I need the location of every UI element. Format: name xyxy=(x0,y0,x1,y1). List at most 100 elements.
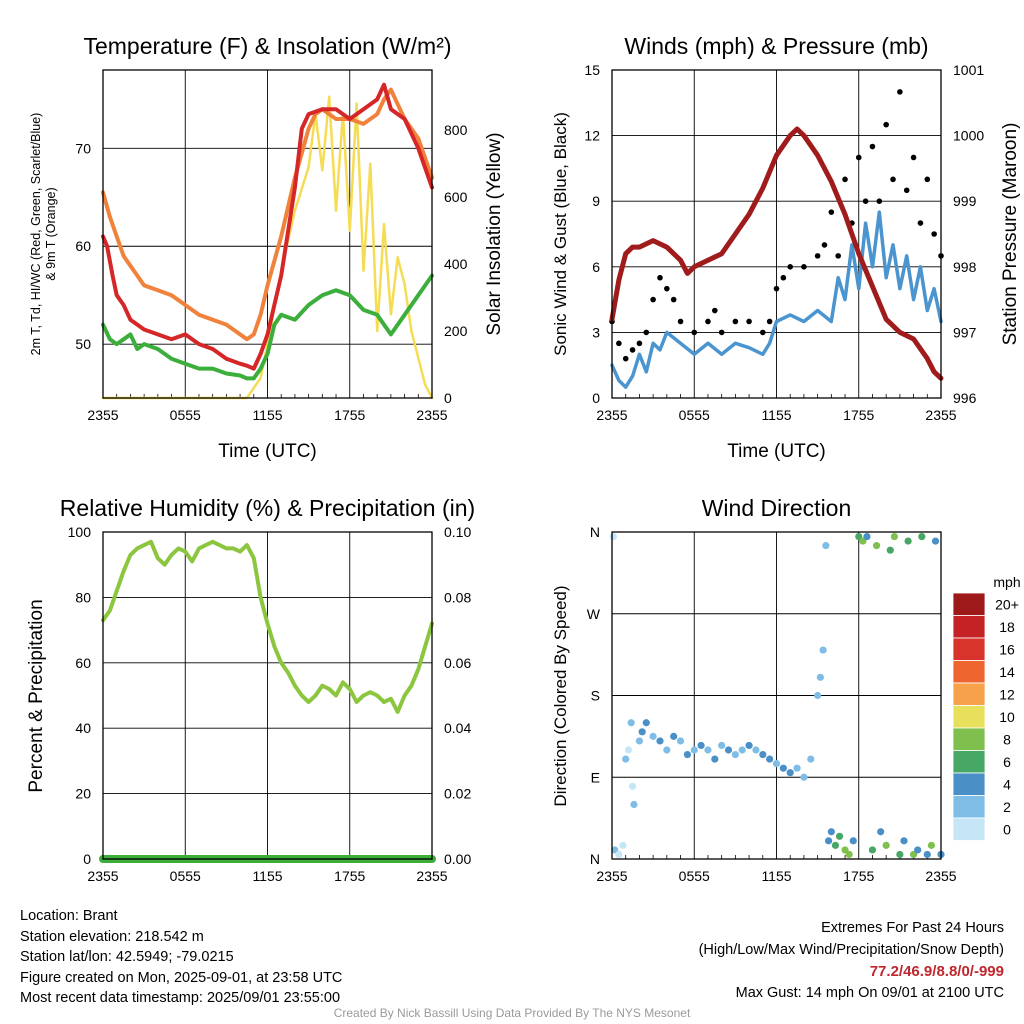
panel-2: Winds (mph) & Pressure (mb) 2355 0555 1155 1… xyxy=(551,33,1021,462)
direction-point xyxy=(890,532,898,541)
x-tick-label: 1155 xyxy=(761,868,791,884)
y-tick-label: 70 xyxy=(75,140,91,156)
y-tick-label: 50 xyxy=(75,336,91,352)
direction-point xyxy=(619,841,627,849)
gust-point xyxy=(787,264,794,270)
direction-point xyxy=(622,755,630,763)
legend-label: 18 xyxy=(999,619,1015,635)
x-tick-label: 0555 xyxy=(679,868,710,884)
x-tick-label: 1155 xyxy=(252,407,282,423)
direction-point xyxy=(642,719,650,727)
x-tick-label: 1755 xyxy=(334,868,365,884)
extremes-subtitle: (High/Low/Max Wind/Precipitation/Snow De… xyxy=(698,941,1004,958)
gust-point xyxy=(773,285,780,292)
gust-point xyxy=(876,198,883,204)
direction-point xyxy=(731,750,739,759)
x-axis-label: Time (UTC) xyxy=(727,441,826,462)
dewpoint-line xyxy=(101,273,434,381)
temp-9m-line xyxy=(101,87,434,342)
y-tick-label: E xyxy=(591,769,600,785)
y-tick-label: N xyxy=(590,524,600,540)
y-tick-label: 40 xyxy=(75,720,91,736)
x-tick-label: 2355 xyxy=(416,407,447,423)
direction-point xyxy=(882,841,890,849)
gust-point xyxy=(732,318,739,325)
gust-point xyxy=(670,296,677,303)
y2-tick-label: 200 xyxy=(444,323,468,339)
x-tick-label: 2355 xyxy=(416,868,447,884)
gust-point xyxy=(924,176,931,183)
x-tick-label: 2355 xyxy=(925,868,956,884)
direction-point xyxy=(931,537,940,545)
direction-point xyxy=(638,728,646,736)
y2-tick-label: 998 xyxy=(953,259,977,275)
y-axis-label: Direction (Colored By Speed) xyxy=(551,585,570,806)
x-tick-label: 2355 xyxy=(596,407,627,423)
panel-title: Winds (mph) & Pressure (mb) xyxy=(624,33,928,59)
y2-tick-label: 1000 xyxy=(953,128,984,144)
legend-swatch xyxy=(952,705,986,729)
direction-point xyxy=(824,837,833,845)
direction-point xyxy=(690,746,698,754)
plot-border xyxy=(102,531,433,860)
x-tick-label: 2355 xyxy=(925,407,956,423)
direction-point xyxy=(904,537,912,545)
direction-point xyxy=(627,719,635,727)
y-axis-label-line2: & 9m T (Orange) xyxy=(44,187,58,280)
direction-point xyxy=(845,850,853,859)
station-info: Location: Brant Station elevation: 218.5… xyxy=(20,906,342,1009)
direction-point xyxy=(896,850,904,859)
rh-line xyxy=(101,539,434,714)
gust-point xyxy=(814,253,821,259)
gust-point xyxy=(705,318,711,325)
gust-point xyxy=(903,187,910,194)
panel-1: Temperature (F) & Insolation (W/m²)2355 0… xyxy=(29,33,505,462)
x-tick-label: 0555 xyxy=(170,868,201,884)
gust-point xyxy=(657,274,663,281)
gust-point xyxy=(622,355,629,362)
legend-label: 2 xyxy=(1003,799,1011,815)
direction-point xyxy=(624,746,633,754)
direction-point xyxy=(628,782,637,790)
extremes-box: Extremes For Past 24 Hours (High/Low/Max… xyxy=(699,918,1004,1004)
y-tick-label: 12 xyxy=(584,128,600,144)
gust-point xyxy=(855,154,862,161)
latlon-text: Station lat/lon: 42.5949; -79.0215 xyxy=(20,949,234,965)
direction-point xyxy=(615,850,623,859)
direction-point xyxy=(724,746,733,754)
legend-label: 6 xyxy=(1003,754,1011,770)
location-text: Location: Brant xyxy=(20,908,118,924)
direction-point xyxy=(886,546,894,554)
gust-point xyxy=(890,176,896,183)
pressure-line xyxy=(609,126,944,381)
legend-label: 4 xyxy=(1003,776,1011,792)
y2-axis-label: Station Pressure (Maroon) xyxy=(1000,123,1021,346)
direction-point xyxy=(752,746,760,754)
direction-point xyxy=(772,760,781,768)
y2-tick-label: 1001 xyxy=(953,62,984,78)
gust-point xyxy=(842,176,848,183)
direction-point xyxy=(766,755,774,763)
legend-label: 14 xyxy=(999,664,1015,680)
x-tick-label: 1755 xyxy=(843,868,874,884)
gust-point xyxy=(636,340,643,347)
elevation-text: Station elevation: 218.542 m xyxy=(20,928,204,945)
direction-point xyxy=(923,850,931,859)
direction-point xyxy=(697,741,705,750)
x-tick-label: 1755 xyxy=(843,407,874,423)
panel-title: Relative Humidity (%) & Precipitation (i… xyxy=(60,495,475,521)
gust-point xyxy=(664,285,670,292)
x-tick-label: 1155 xyxy=(252,868,282,884)
plot-border xyxy=(611,531,942,860)
y2-tick-label: 999 xyxy=(953,193,977,209)
gust-point xyxy=(862,198,869,204)
direction-point xyxy=(759,750,767,759)
gust-point xyxy=(931,231,937,237)
x-tick-label: 0555 xyxy=(679,407,710,423)
legend-swatch xyxy=(952,727,986,751)
panel-3: Relative Humidity (%) & Precipitation (i… xyxy=(26,495,475,884)
direction-point xyxy=(663,746,671,754)
legend-swatch xyxy=(952,795,986,819)
direction-point xyxy=(793,764,801,772)
